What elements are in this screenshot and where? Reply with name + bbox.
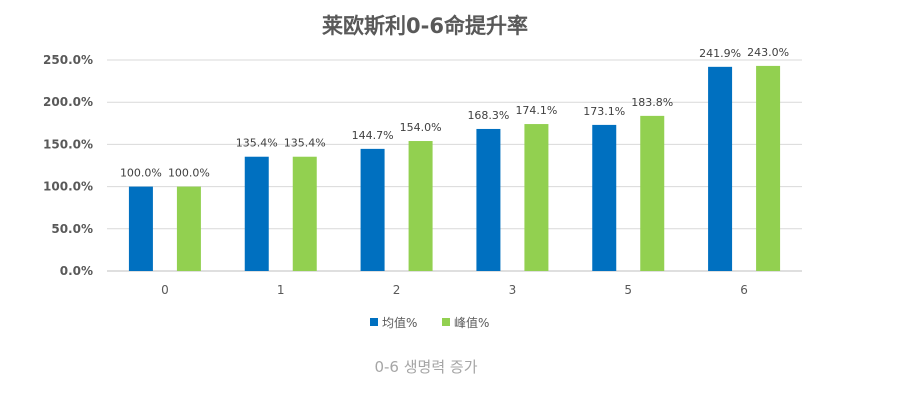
bars (128, 65, 781, 272)
bar-peak-0 (176, 186, 201, 271)
legend-swatch (442, 318, 450, 326)
bar-mean-5 (592, 124, 617, 272)
gridlines (107, 59, 802, 272)
data-labels: 100.0% 100.0% 135.4% 135.4% 144.7% 154.0% 168.… (120, 46, 789, 180)
data-label: 183.8% (631, 96, 673, 109)
y-tick-label: 100.0% (43, 180, 93, 194)
legend: 均值% 峰值% (370, 315, 489, 330)
bar-peak-5 (640, 115, 665, 271)
x-axis-ticks: 0 1 2 3 5 6 (161, 283, 748, 297)
y-tick-label: 50.0% (51, 222, 93, 236)
data-label: 154.0% (400, 121, 442, 134)
y-tick-label: 0.0% (60, 264, 93, 278)
y-axis-ticks: 0.0% 50.0% 100.0% 150.0% 200.0% 250.0% (43, 53, 93, 278)
data-label: 168.3% (467, 109, 509, 122)
bar-peak-3 (524, 124, 549, 271)
bar-peak-1 (292, 156, 317, 271)
data-label: 144.7% (352, 129, 394, 142)
legend-label: 峰值% (454, 315, 489, 330)
data-label: 135.4% (284, 137, 326, 150)
x-tick-label: 1 (277, 283, 285, 297)
x-tick-label: 2 (393, 283, 401, 297)
y-tick-label: 150.0% (43, 137, 93, 151)
data-label: 135.4% (236, 137, 278, 150)
data-label: 243.0% (747, 46, 789, 59)
chart-caption: 0-6 생명력 증가 (374, 358, 477, 376)
data-label: 100.0% (120, 167, 162, 180)
legend-swatch (370, 318, 378, 326)
data-label: 241.9% (699, 47, 741, 60)
bar-mean-0 (128, 186, 153, 271)
y-tick-label: 200.0% (43, 95, 93, 109)
bar-mean-6 (708, 66, 733, 272)
bar-peak-6 (756, 65, 781, 272)
x-tick-label: 5 (624, 283, 632, 297)
bar-mean-1 (244, 156, 269, 271)
chart-title: 莱欧斯利0-6命提升率 (322, 14, 528, 38)
legend-label: 均值% (382, 315, 417, 330)
bar-mean-2 (360, 148, 385, 271)
bar-peak-2 (408, 141, 433, 271)
x-tick-label: 0 (161, 283, 169, 297)
data-label: 173.1% (583, 105, 625, 118)
y-tick-label: 250.0% (43, 53, 93, 67)
x-tick-label: 6 (740, 283, 748, 297)
data-label: 100.0% (168, 167, 210, 180)
x-tick-label: 3 (509, 283, 517, 297)
data-label: 174.1% (515, 104, 557, 117)
bar-mean-3 (476, 128, 501, 271)
